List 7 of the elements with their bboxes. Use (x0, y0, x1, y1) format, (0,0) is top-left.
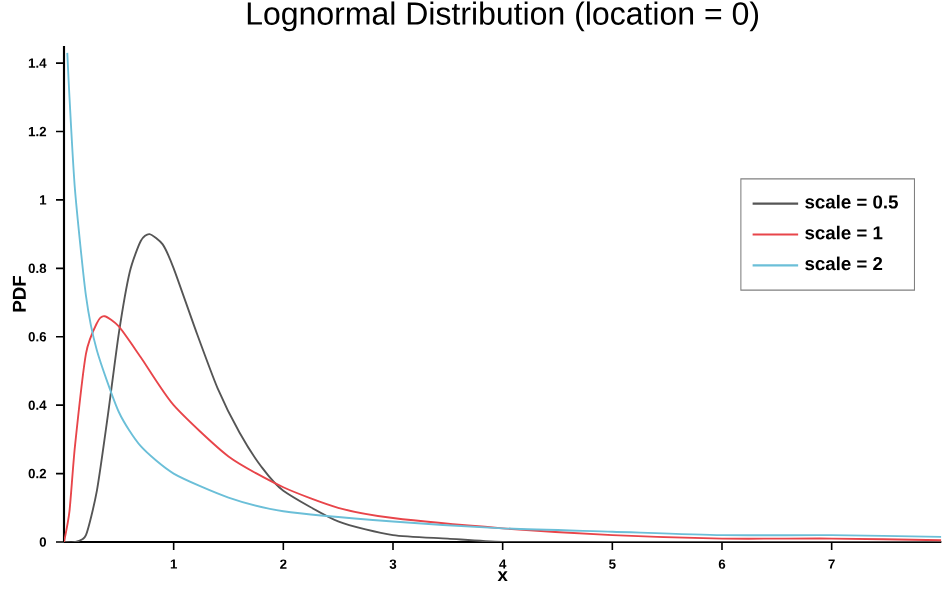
legend-label: scale = 1 (805, 225, 883, 240)
x-axis-title: x (497, 571, 508, 582)
legend-label: scale = 0.5 (805, 194, 898, 209)
y-axis-title: PDF (12, 276, 26, 312)
line-series (66, 51, 942, 538)
chart-title: Lognormal Distribution (location = 0) (247, 1, 759, 32)
legend-label: scale = 2 (805, 256, 883, 271)
